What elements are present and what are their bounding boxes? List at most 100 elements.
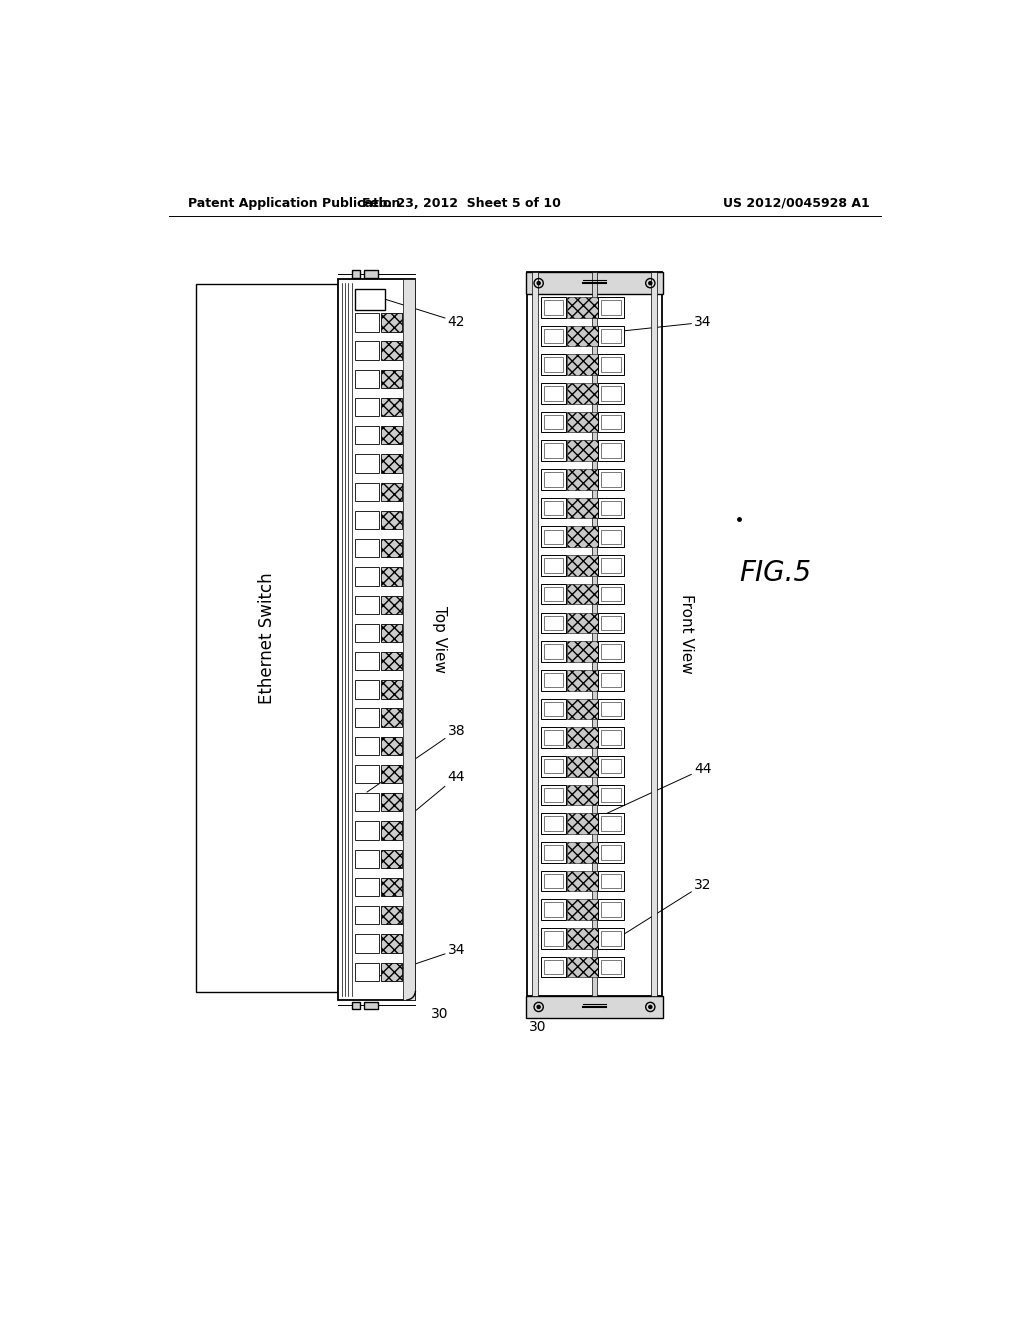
Bar: [541, 469, 566, 490]
Bar: [544, 644, 563, 659]
Bar: [601, 500, 621, 515]
Bar: [567, 556, 598, 576]
Text: 34: 34: [377, 942, 465, 977]
Bar: [541, 642, 566, 661]
Bar: [567, 498, 598, 519]
Bar: [567, 727, 598, 748]
Bar: [601, 358, 621, 372]
Bar: [598, 957, 624, 977]
Text: 44: 44: [595, 762, 712, 818]
Text: Ethernet Switch: Ethernet Switch: [258, 573, 276, 704]
Bar: [541, 556, 566, 576]
Bar: [381, 935, 402, 953]
Circle shape: [649, 1006, 652, 1008]
Bar: [354, 764, 379, 783]
Bar: [354, 680, 379, 698]
Bar: [598, 842, 624, 862]
Circle shape: [538, 281, 541, 285]
Bar: [601, 387, 621, 400]
Text: 42: 42: [385, 300, 465, 329]
Bar: [541, 899, 566, 920]
Bar: [541, 297, 566, 318]
Bar: [354, 962, 379, 981]
Bar: [364, 271, 378, 277]
Bar: [381, 426, 402, 445]
Bar: [601, 587, 621, 602]
Bar: [196, 284, 339, 993]
Bar: [544, 387, 563, 400]
Bar: [381, 821, 402, 840]
Bar: [354, 624, 379, 642]
Text: 32: 32: [611, 878, 712, 942]
Bar: [598, 297, 624, 318]
Bar: [567, 297, 598, 318]
Bar: [598, 813, 624, 834]
Bar: [567, 326, 598, 346]
Bar: [601, 845, 621, 859]
Bar: [544, 358, 563, 372]
Bar: [567, 813, 598, 834]
Bar: [598, 756, 624, 776]
Bar: [598, 412, 624, 433]
Bar: [381, 370, 402, 388]
Bar: [567, 642, 598, 661]
Bar: [544, 529, 563, 544]
Bar: [544, 444, 563, 458]
Bar: [567, 612, 598, 634]
Bar: [601, 788, 621, 803]
Bar: [381, 454, 402, 473]
Bar: [541, 698, 566, 719]
Text: 34: 34: [595, 315, 712, 334]
Bar: [544, 473, 563, 487]
Bar: [381, 878, 402, 896]
Bar: [541, 813, 566, 834]
Bar: [601, 903, 621, 917]
Bar: [354, 878, 379, 896]
Bar: [544, 673, 563, 688]
Bar: [601, 816, 621, 830]
Bar: [352, 271, 360, 277]
Bar: [354, 342, 379, 360]
Bar: [354, 850, 379, 869]
Bar: [354, 539, 379, 557]
Bar: [339, 280, 416, 1001]
Bar: [541, 326, 566, 346]
Bar: [598, 498, 624, 519]
Bar: [544, 414, 563, 429]
Bar: [567, 469, 598, 490]
Bar: [544, 960, 563, 974]
Bar: [352, 1002, 360, 1010]
Bar: [381, 652, 402, 671]
Bar: [544, 874, 563, 888]
Bar: [354, 793, 379, 812]
Bar: [354, 737, 379, 755]
Bar: [567, 412, 598, 433]
Bar: [567, 698, 598, 719]
Bar: [601, 931, 621, 945]
Bar: [544, 558, 563, 573]
Bar: [541, 441, 566, 461]
Bar: [354, 454, 379, 473]
Bar: [567, 928, 598, 949]
Bar: [541, 412, 566, 433]
Bar: [525, 272, 664, 294]
Bar: [354, 568, 379, 586]
Bar: [598, 354, 624, 375]
Bar: [381, 764, 402, 783]
Text: FIG.5: FIG.5: [739, 558, 811, 586]
Bar: [541, 727, 566, 748]
Bar: [601, 673, 621, 688]
Bar: [598, 899, 624, 920]
Bar: [354, 370, 379, 388]
Bar: [544, 500, 563, 515]
Bar: [381, 624, 402, 642]
Bar: [601, 874, 621, 888]
Bar: [651, 272, 657, 997]
Bar: [544, 903, 563, 917]
Bar: [601, 558, 621, 573]
Bar: [544, 587, 563, 602]
Text: Feb. 23, 2012  Sheet 5 of 10: Feb. 23, 2012 Sheet 5 of 10: [362, 197, 561, 210]
Bar: [354, 935, 379, 953]
Bar: [598, 669, 624, 690]
Bar: [567, 842, 598, 862]
